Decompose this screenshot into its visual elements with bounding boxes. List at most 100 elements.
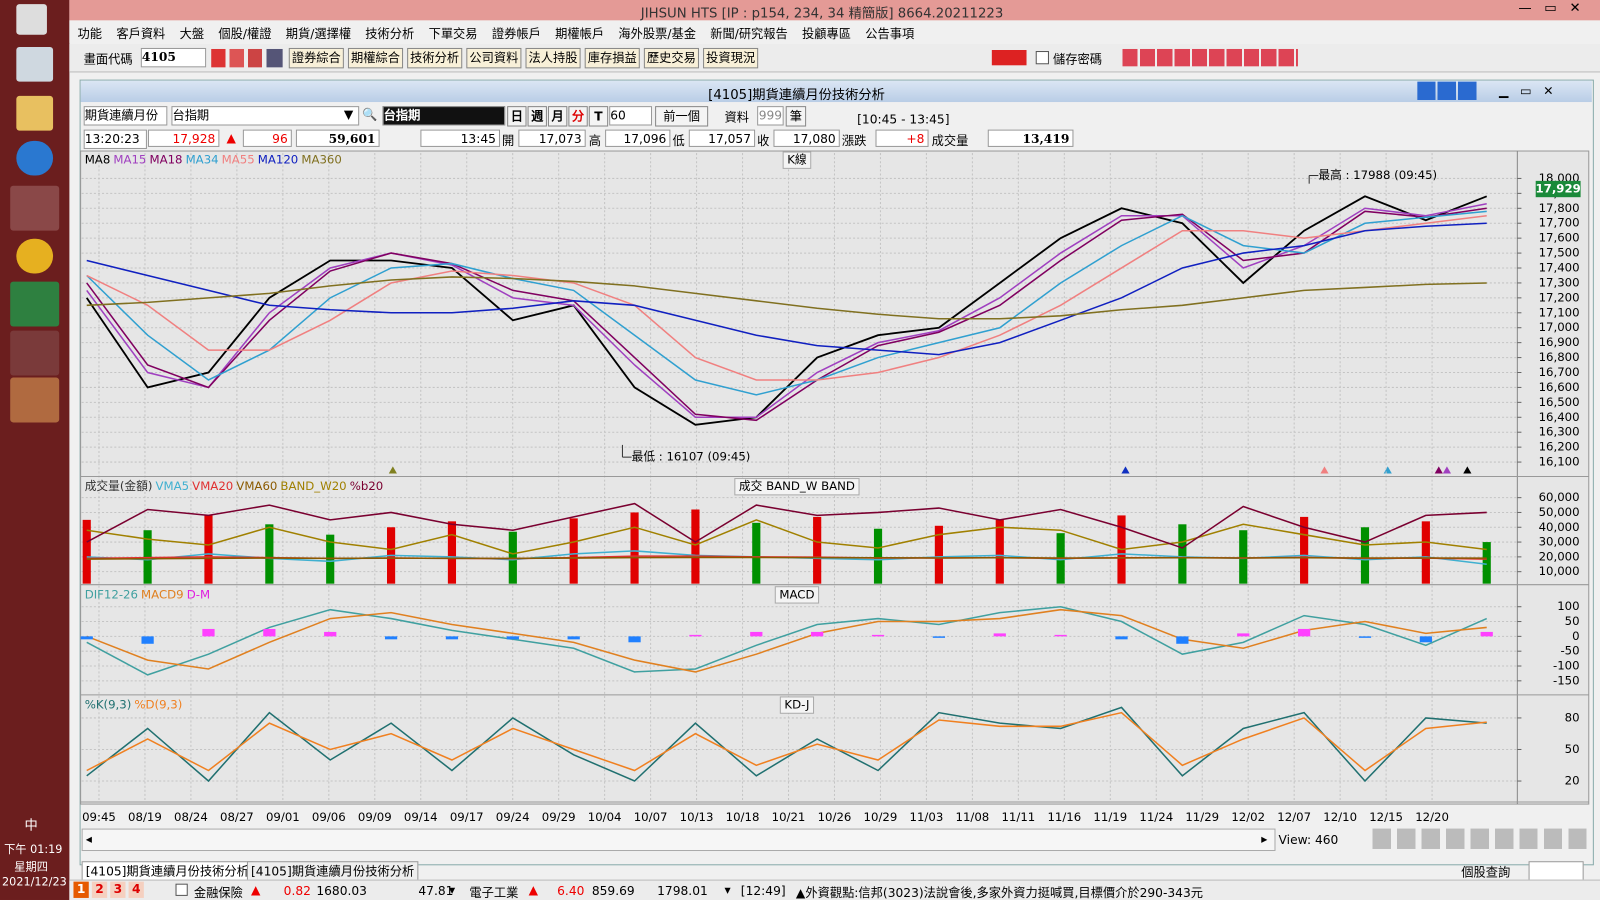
menu-item[interactable]: 大盤 <box>179 26 205 41</box>
app-icon[interactable] <box>10 281 60 327</box>
sub-window <box>79 79 1594 866</box>
low-label: 低 <box>672 133 685 148</box>
quote-volume: 59,601 <box>295 129 380 147</box>
product-input[interactable]: 台指期 <box>171 106 360 126</box>
app-icon[interactable] <box>10 377 60 423</box>
period-button[interactable]: 月 <box>547 106 568 127</box>
sector-volume: 1798.01 <box>657 883 708 898</box>
symbol: 台指期 <box>382 106 506 126</box>
tool-icons[interactable] <box>991 49 1027 66</box>
page-button[interactable]: 2 <box>91 881 108 898</box>
ime[interactable]: 中 <box>24 818 38 834</box>
menu-bar <box>69 20 1600 43</box>
toolbar-button[interactable]: 庫存損益 <box>584 47 640 69</box>
toolbar-button[interactable]: 公司資料 <box>466 47 522 69</box>
scrollbar[interactable]: ◂ ▸ <box>81 828 1276 852</box>
dropdown-arrow[interactable]: ▾ <box>448 882 456 897</box>
high: 17,096 <box>605 129 671 147</box>
menu-item[interactable]: 公告事項 <box>865 26 915 41</box>
period-button[interactable]: 週 <box>527 106 547 127</box>
clock-weekday: 星期四 <box>14 860 48 874</box>
close: 17,080 <box>773 129 840 147</box>
news-time: [12:49] <box>740 883 786 898</box>
minutes[interactable]: 60 <box>609 106 653 126</box>
save-password[interactable]: 儲存密碼 <box>1053 52 1103 67</box>
low: 17,057 <box>688 129 756 147</box>
bar-change: +8 <box>875 129 929 147</box>
toolbar-button[interactable]: 技術分析 <box>407 47 463 69</box>
session: [10:45 - 13:45] <box>857 112 950 127</box>
up-arrow: ▲ <box>226 130 236 145</box>
data-label: 資料 <box>724 110 749 125</box>
dropdown-arrow[interactable]: ▼ <box>343 107 354 122</box>
open: 17,073 <box>518 129 586 147</box>
sub-tools[interactable] <box>1417 81 1477 100</box>
app-icon[interactable] <box>10 330 60 376</box>
period-button[interactable]: T <box>588 106 609 127</box>
menu-item[interactable]: 下單交易 <box>428 26 478 41</box>
toolbar-button[interactable]: 投資現況 <box>703 47 759 69</box>
menu-item[interactable]: 個股/權證 <box>218 26 272 41</box>
volume-label: 成交量 <box>931 133 969 148</box>
tab[interactable]: [4105]期貨連續月份技術分析 <box>246 861 419 881</box>
page-button[interactable]: 4 <box>128 881 144 898</box>
open-label: 開 <box>502 133 515 148</box>
up-arrow: ▲ <box>528 882 538 897</box>
sector-index: 859.69 <box>591 883 635 898</box>
chart-tools[interactable] <box>1372 828 1587 849</box>
app-icon[interactable] <box>16 140 54 176</box>
high-label: 高 <box>588 133 602 148</box>
menu-item[interactable]: 客戶資料 <box>116 26 166 41</box>
code-input[interactable]: 4105 <box>140 47 207 68</box>
menu-item[interactable]: 技術分析 <box>365 26 415 41</box>
sub-title: [4105]期貨連續月份技術分析 <box>708 87 885 104</box>
checkbox[interactable] <box>175 883 188 896</box>
menu-item[interactable]: 新聞/研究報告 <box>710 26 788 41</box>
checkbox[interactable] <box>1035 51 1049 65</box>
tab[interactable]: [4105]期貨連續月份技術分析 <box>81 861 253 881</box>
sector-index: 1680.03 <box>316 883 367 898</box>
toolbar-button[interactable]: 歷史交易 <box>643 47 699 69</box>
tool-icons[interactable] <box>1122 48 1298 67</box>
menu-item[interactable]: 期貨/選擇權 <box>285 26 352 41</box>
data-count[interactable]: 999 <box>757 106 784 126</box>
quote-time: 13:20:23 <box>83 129 147 149</box>
menu-item[interactable]: 投顧專區 <box>802 26 852 41</box>
app-icon[interactable] <box>16 238 54 274</box>
app-icon[interactable] <box>16 95 54 131</box>
product-type[interactable]: 期貨連續月份 <box>83 106 168 126</box>
news[interactable]: ▲外資觀點:信邦(3023)法說會後,多家外資力挺喊買,目標價介於290-343… <box>795 885 1204 900</box>
up-arrow: ▲ <box>251 882 261 897</box>
page-button[interactable]: 3 <box>110 881 126 898</box>
toolbar-button[interactable]: 證券綜合 <box>288 47 344 69</box>
sub-title-bar: [4105]期貨連續月份技術分析 ▁ ▭ ✕ <box>80 80 1592 104</box>
menu-item[interactable]: 期權帳戶 <box>555 26 605 41</box>
search-button[interactable]: 🔍 <box>362 107 378 122</box>
quote-price: 17,928 <box>147 129 220 147</box>
menu-item[interactable]: 證券帳戶 <box>491 26 541 41</box>
toolbar-button[interactable]: 期權綜合 <box>347 47 404 69</box>
data-unit[interactable]: 筆 <box>785 106 807 127</box>
toolbar-button[interactable]: 法人持股 <box>525 47 581 69</box>
app-icon[interactable] <box>16 46 54 82</box>
app-icon[interactable] <box>10 185 60 231</box>
prev-button[interactable]: 前一個 <box>655 106 709 127</box>
query-input[interactable] <box>1528 861 1584 881</box>
bar-volume: 13,419 <box>987 129 1074 147</box>
period-button[interactable]: 分 <box>568 106 588 127</box>
window-buttons[interactable]: — ▭ ✕ <box>1518 1 1581 17</box>
dropdown-arrow[interactable]: ▾ <box>724 882 731 897</box>
sub-window-buttons[interactable]: ▁ ▭ ✕ <box>1498 83 1554 98</box>
view-count: View: 460 <box>1278 832 1339 847</box>
tool-icons[interactable] <box>211 48 283 68</box>
menu-item[interactable]: 功能 <box>77 26 103 41</box>
menu-item[interactable]: 海外股票/基金 <box>618 26 696 41</box>
taskbar: 中 下午 01:19 星期四 2021/12/23 <box>0 0 70 900</box>
start-button[interactable] <box>16 4 47 35</box>
page-button[interactable]: 1 <box>73 881 89 898</box>
change-label: 漲跌 <box>841 133 867 148</box>
sector: 電子工業 <box>469 885 519 900</box>
period-button[interactable]: 日 <box>507 106 527 127</box>
